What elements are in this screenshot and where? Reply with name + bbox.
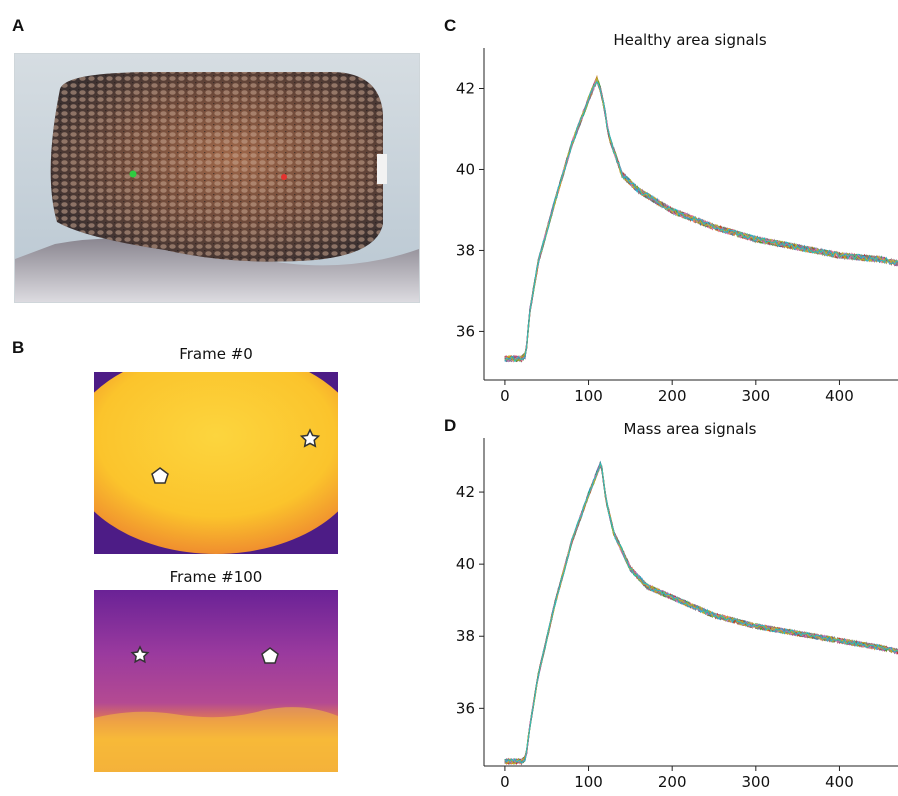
chart1-series-10 — [504, 460, 898, 765]
x-tick-label: 0 — [500, 773, 510, 791]
chart1-series-23 — [504, 463, 898, 765]
chart1-series-17 — [504, 464, 898, 765]
chart0-series-14 — [504, 74, 898, 363]
y-tick-label: 40 — [456, 160, 475, 178]
chart1-series-11 — [504, 465, 898, 763]
pentagon-marker-icon — [261, 647, 279, 664]
chart1-series-20 — [504, 461, 898, 764]
star-marker-icon — [299, 428, 321, 448]
y-tick-label: 42 — [456, 483, 475, 501]
y-tick-label: 42 — [456, 79, 475, 97]
chart1-series-21 — [504, 466, 898, 764]
chart1-series-3 — [504, 462, 898, 764]
panel-label-d: D — [444, 416, 457, 435]
chart-c-title: Healthy area signals — [613, 31, 767, 49]
x-tick-label: 100 — [574, 773, 603, 791]
x-tick-label: 400 — [825, 387, 854, 405]
chart-d-title: Mass area signals — [623, 420, 757, 438]
chart1-series-13 — [504, 463, 898, 765]
chart1-series-16 — [504, 465, 898, 765]
chart1-series-30 — [504, 461, 898, 765]
x-tick-label: 200 — [658, 387, 687, 405]
healthy-signals-chart: 0 100 200 300 400 36 38 40 42 — [456, 48, 898, 405]
frame-100-title: Frame #100 — [169, 568, 263, 586]
red-marker-icon — [281, 174, 287, 180]
panel-label-c: C — [444, 16, 457, 35]
x-tick-label: 200 — [658, 773, 687, 791]
chart1-series-4 — [504, 461, 898, 765]
y-tick-label: 36 — [456, 322, 475, 340]
y-tick-label: 36 — [456, 699, 475, 717]
chart1-series-9 — [504, 461, 898, 765]
chart1-series-7 — [504, 464, 898, 765]
chart1-series-24 — [504, 462, 898, 765]
panel-label-b: B — [12, 338, 25, 357]
frame-100-heatmap — [94, 590, 338, 772]
chart1-series-8 — [504, 463, 898, 765]
mass-signals-chart: 0 100 200 300 400 36 38 40 42 — [456, 438, 898, 791]
chart1-series-19 — [504, 462, 898, 764]
chart0-series-29 — [504, 77, 898, 362]
pentagon-marker-icon — [151, 467, 169, 484]
x-tick-label: 400 — [825, 773, 854, 791]
chart1-series-18 — [504, 463, 898, 765]
chart1-series-12 — [504, 465, 898, 765]
green-marker-icon — [129, 170, 137, 178]
x-tick-label: 300 — [741, 387, 770, 405]
chart0-series-19 — [504, 75, 898, 362]
chart1-series-2 — [504, 463, 898, 765]
x-tick-label: 100 — [574, 387, 603, 405]
chart1-series-29 — [504, 462, 898, 765]
chart1-series-1 — [504, 464, 898, 766]
skin-photo-image — [15, 54, 419, 302]
y-tick-label: 38 — [456, 241, 475, 259]
chart1-series-27 — [504, 465, 898, 765]
chart1-series-15 — [504, 462, 898, 765]
frame-0-title: Frame #0 — [179, 345, 253, 363]
star-marker-icon — [130, 645, 150, 664]
chart1-series-22 — [504, 465, 898, 765]
chart1-series-14 — [504, 461, 898, 765]
chart1-series-5 — [504, 460, 898, 765]
chart1-series-28 — [504, 464, 898, 764]
chart0-series-24 — [504, 76, 898, 363]
x-tick-label: 300 — [741, 773, 770, 791]
frame-0-heatmap — [94, 372, 338, 554]
x-tick-label: 0 — [500, 387, 510, 405]
y-tick-label: 40 — [456, 555, 475, 573]
skin-photo — [14, 53, 420, 303]
y-tick-label: 38 — [456, 627, 475, 645]
panel-label-a: A — [12, 16, 25, 35]
chart1-series-25 — [504, 461, 898, 764]
chart1-series-26 — [504, 461, 898, 764]
chart1-series-6 — [504, 465, 898, 765]
chart0-series-30 — [504, 81, 898, 363]
